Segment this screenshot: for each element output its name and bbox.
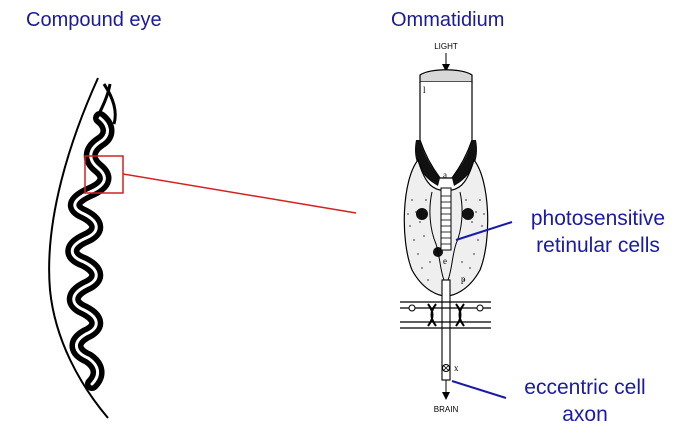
eccentric-callout: eccentric cell axon	[505, 374, 665, 428]
eccentric-line2: axon	[562, 403, 608, 426]
compound-eye-title: Compound eye	[26, 9, 162, 31]
photosensitive-leader-line	[455, 221, 513, 241]
label-e: e	[443, 256, 447, 266]
light-label: LIGHT	[434, 42, 458, 51]
zoom-connector-line	[122, 173, 357, 214]
label-l: l	[423, 85, 426, 95]
eccentric-leader-line	[451, 380, 507, 399]
photosensitive-callout: photosensitive retinular cells	[513, 205, 683, 259]
photosensitive-line1: photosensitive	[530, 207, 666, 230]
ommatidium-title: Ommatidium	[391, 9, 505, 31]
brain-label: BRAIN	[434, 405, 459, 414]
label-x: x	[454, 363, 459, 373]
photosensitive-line2: retinular cells	[536, 234, 660, 257]
compound-eye-illustration	[48, 77, 117, 419]
label-p: p	[461, 274, 466, 284]
label-a: a	[443, 170, 447, 180]
ommatidium-illustration	[400, 53, 491, 400]
eccentric-line1: eccentric cell	[524, 376, 646, 399]
